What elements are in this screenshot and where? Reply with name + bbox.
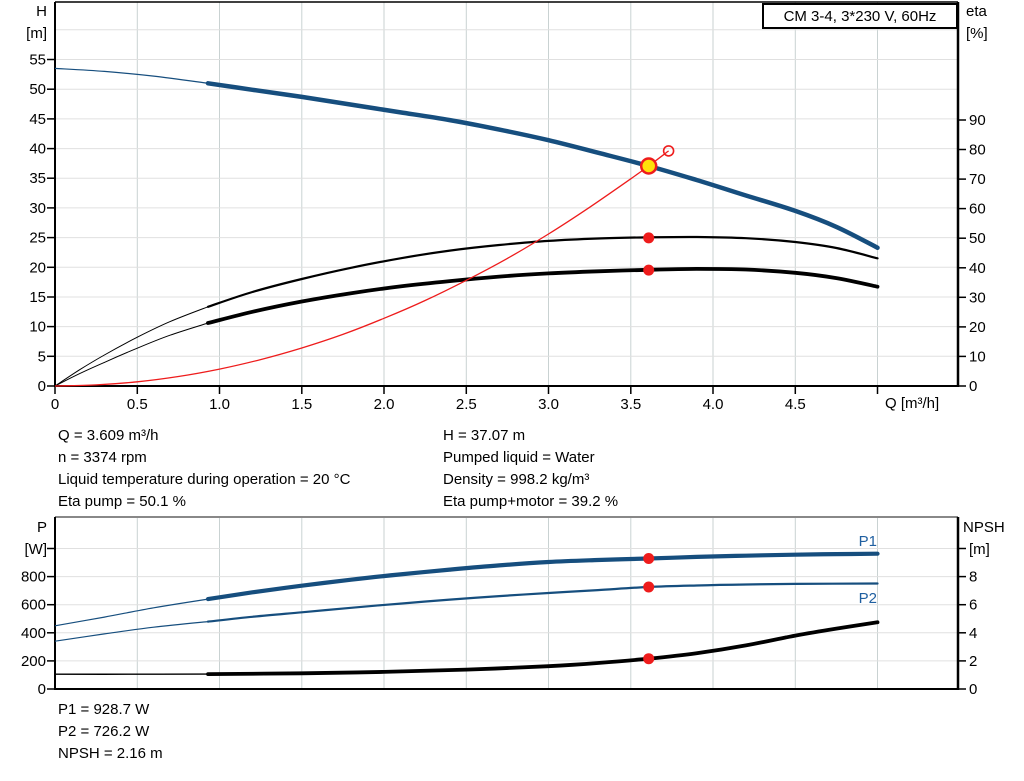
npsh-axis-title: NPSH (963, 519, 1005, 536)
p2-curve (206, 582, 879, 623)
left-axis-tick-label: 30 (29, 200, 46, 217)
x-axis-tick-label: 0 (51, 396, 59, 413)
right-axis-tick-label: 40 (969, 260, 986, 277)
x-axis-tick-label: 2.0 (374, 396, 395, 413)
left-axis-tick-label: 10 (29, 319, 46, 336)
right-axis-tick-label: 0 (969, 378, 977, 395)
left-axis-tick-label: 20 (29, 259, 46, 276)
liquid-temp-text: Liquid temperature during operation = 20… (58, 471, 351, 488)
right-axis-tick-label: 4 (969, 625, 977, 642)
h-axis-unit: [m] (26, 25, 47, 42)
right-axis-tick-label: 50 (969, 230, 986, 247)
p1-value-text: P1 = 928.7 W (58, 701, 150, 718)
right-axis-tick-label: 30 (969, 289, 986, 306)
left-axis-tick-label: 25 (29, 230, 46, 247)
density-text: Density = 998.2 kg/m³ (443, 471, 590, 488)
npsh-curve (206, 620, 880, 676)
npsh-point (643, 653, 655, 665)
speed-text: n = 3374 rpm (58, 449, 147, 466)
p1-curve-thin (54, 598, 209, 627)
left-axis-tick-label: 0 (38, 681, 46, 698)
p2-value-text: P2 = 726.2 W (58, 723, 150, 740)
p2-point (643, 581, 655, 593)
eta-total-text: Eta pump+motor = 39.2 % (443, 493, 619, 510)
p-axis-unit: [W] (24, 541, 48, 558)
x-axis-tick-label: 1.5 (291, 396, 312, 413)
x-axis-tick-label: 4.5 (785, 396, 806, 413)
left-axis-tick-label: 200 (21, 653, 46, 670)
x-axis-tick-label: 3.5 (620, 396, 641, 413)
duty-head-text: H = 37.07 m (443, 427, 526, 444)
right-axis-tick-label: 10 (969, 348, 986, 365)
eta-pump-motor-point (643, 264, 655, 276)
right-axis-tick-label: 60 (969, 201, 986, 218)
p1-curve (205, 551, 880, 602)
p1-point (643, 553, 655, 564)
eta-pump-motor-curve (206, 267, 880, 325)
x-axis-tick-label: 3.0 (538, 396, 559, 413)
left-axis-tick-label: 400 (21, 625, 46, 642)
right-axis-tick-label: 80 (969, 142, 986, 159)
left-axis-tick-label: 50 (29, 81, 46, 98)
left-axis-tick-label: 45 (29, 111, 46, 128)
left-axis-tick-label: 600 (21, 597, 46, 614)
requested-duty-point (662, 145, 675, 157)
right-axis-tick-label: 90 (969, 112, 986, 129)
h-axis-title: H (36, 3, 47, 20)
left-axis-tick-label: 55 (29, 52, 46, 69)
p2-curve-label: P2 (859, 590, 877, 607)
left-axis-tick-label: 35 (29, 170, 46, 187)
p2-curve-thin (54, 621, 209, 642)
pumped-liquid-text: Pumped liquid = Water (443, 449, 595, 466)
right-axis-tick-label: 0 (969, 681, 977, 698)
power-chart-plot-area[interactable] (55, 517, 958, 689)
eta-pump-motor-curve-thin (54, 322, 209, 387)
pump-head-curve (205, 81, 880, 250)
p1-curve-label: P1 (859, 533, 877, 550)
p-axis-title: P (36, 519, 47, 536)
eta-pump-point (643, 232, 655, 244)
left-axis-tick-label: 15 (29, 289, 46, 306)
left-axis-tick-label: 5 (38, 348, 46, 365)
right-axis-tick-label: 20 (969, 319, 986, 336)
eta-axis-title: eta (966, 3, 987, 20)
eta-pump-curve-thin (54, 306, 209, 387)
pump-title-box: CM 3-4, 3*230 V, 60Hz (762, 3, 958, 29)
npsh-axis-unit: [m] (969, 541, 990, 558)
eta-axis-unit: [%] (966, 25, 988, 42)
right-axis-tick-label: 8 (969, 569, 977, 586)
left-axis-tick-label: 800 (21, 569, 46, 586)
duty-flow-text: Q = 3.609 m³/h (58, 427, 159, 444)
eta-pump-curve (206, 235, 879, 308)
hq-chart-plot-area[interactable] (55, 2, 958, 386)
right-axis-tick-label: 70 (969, 171, 986, 188)
x-axis-tick-label: 4.0 (703, 396, 724, 413)
x-axis-tick-label: 1.0 (209, 396, 230, 413)
right-axis-tick-label: 2 (969, 653, 977, 670)
q-axis-title: Q [m³/h] (885, 395, 940, 412)
npsh-value-text: NPSH = 2.16 m (58, 745, 163, 762)
system-curve (54, 150, 669, 387)
right-axis-tick-label: 6 (969, 597, 977, 614)
eta-pump-text: Eta pump = 50.1 % (58, 493, 186, 510)
duty-point[interactable] (639, 157, 658, 175)
pump-head-curve-thin (54, 67, 209, 84)
left-axis-tick-label: 40 (29, 141, 46, 158)
x-axis-tick-label: 0.5 (127, 396, 148, 413)
x-axis-tick-label: 2.5 (456, 396, 477, 413)
left-axis-tick-label: 0 (38, 378, 46, 395)
